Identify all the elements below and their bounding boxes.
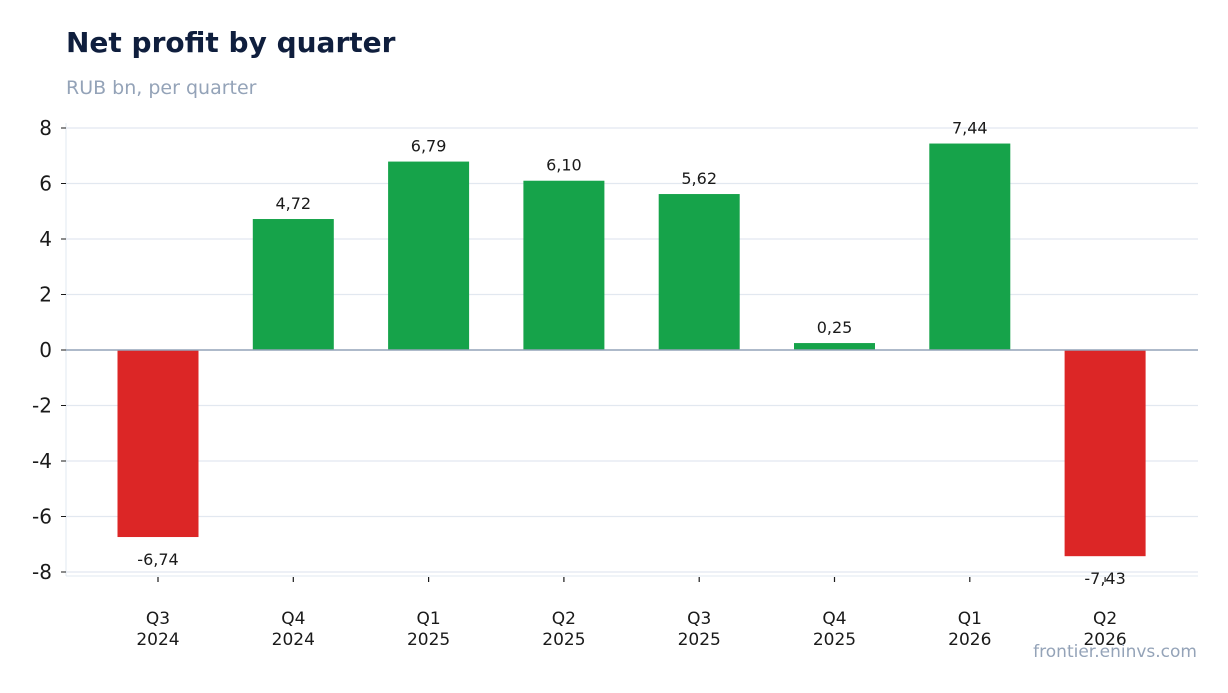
bar <box>794 343 875 350</box>
x-tick-label: Q1 2025 <box>407 609 450 650</box>
y-tick-label: 8 <box>39 116 52 140</box>
y-axis: 8 6 4 2 0 -2 -4 -6 -8 <box>32 116 66 584</box>
data-label: 0,25 <box>817 318 853 337</box>
chart-title: Net profit by quarter <box>66 26 396 59</box>
y-tick-label: -4 <box>32 449 52 473</box>
data-label: 6,10 <box>546 156 582 175</box>
bars <box>117 143 1146 557</box>
x-tick-label: Q3 2024 <box>136 609 179 650</box>
y-tick-label: 4 <box>39 227 52 251</box>
data-label: 4,72 <box>275 194 311 213</box>
x-tick-label: Q4 2025 <box>813 609 856 650</box>
x-tick-label: Q4 2024 <box>272 609 315 650</box>
source-credit: frontier.eninvs.com <box>1033 642 1197 662</box>
bar <box>388 161 470 350</box>
x-axis: Q3 2024 Q4 2024 Q1 2025 Q2 2025 Q3 2025 Q4 2025 Q1 20… <box>136 577 1127 650</box>
bar <box>252 219 334 350</box>
data-label: -6,74 <box>137 550 178 569</box>
x-tick-label: Q2 2026 <box>1083 609 1126 650</box>
x-tick-label: Q3 2025 <box>678 609 721 650</box>
chart-subtitle: RUB bn, per quarter <box>66 77 257 99</box>
x-tick-label: Q2 2025 <box>542 609 585 650</box>
bar <box>117 350 199 538</box>
y-tick-label: 0 <box>39 338 52 362</box>
bar <box>1064 350 1146 557</box>
y-tick-label: -6 <box>32 505 52 529</box>
y-tick-label: 2 <box>39 283 52 307</box>
y-tick-label: 6 <box>39 172 52 196</box>
data-label: 5,62 <box>681 169 717 188</box>
data-label: 7,44 <box>952 119 988 138</box>
bar <box>929 143 1011 350</box>
data-label: 6,79 <box>411 137 447 156</box>
y-tick-label: -2 <box>32 394 52 418</box>
data-labels: -6,744,726,796,105,620,257,44-7,43 <box>137 119 1126 589</box>
x-tick-label: Q1 2026 <box>948 609 991 650</box>
bar <box>523 180 605 350</box>
bar <box>658 194 740 350</box>
y-tick-label: -8 <box>32 560 52 584</box>
